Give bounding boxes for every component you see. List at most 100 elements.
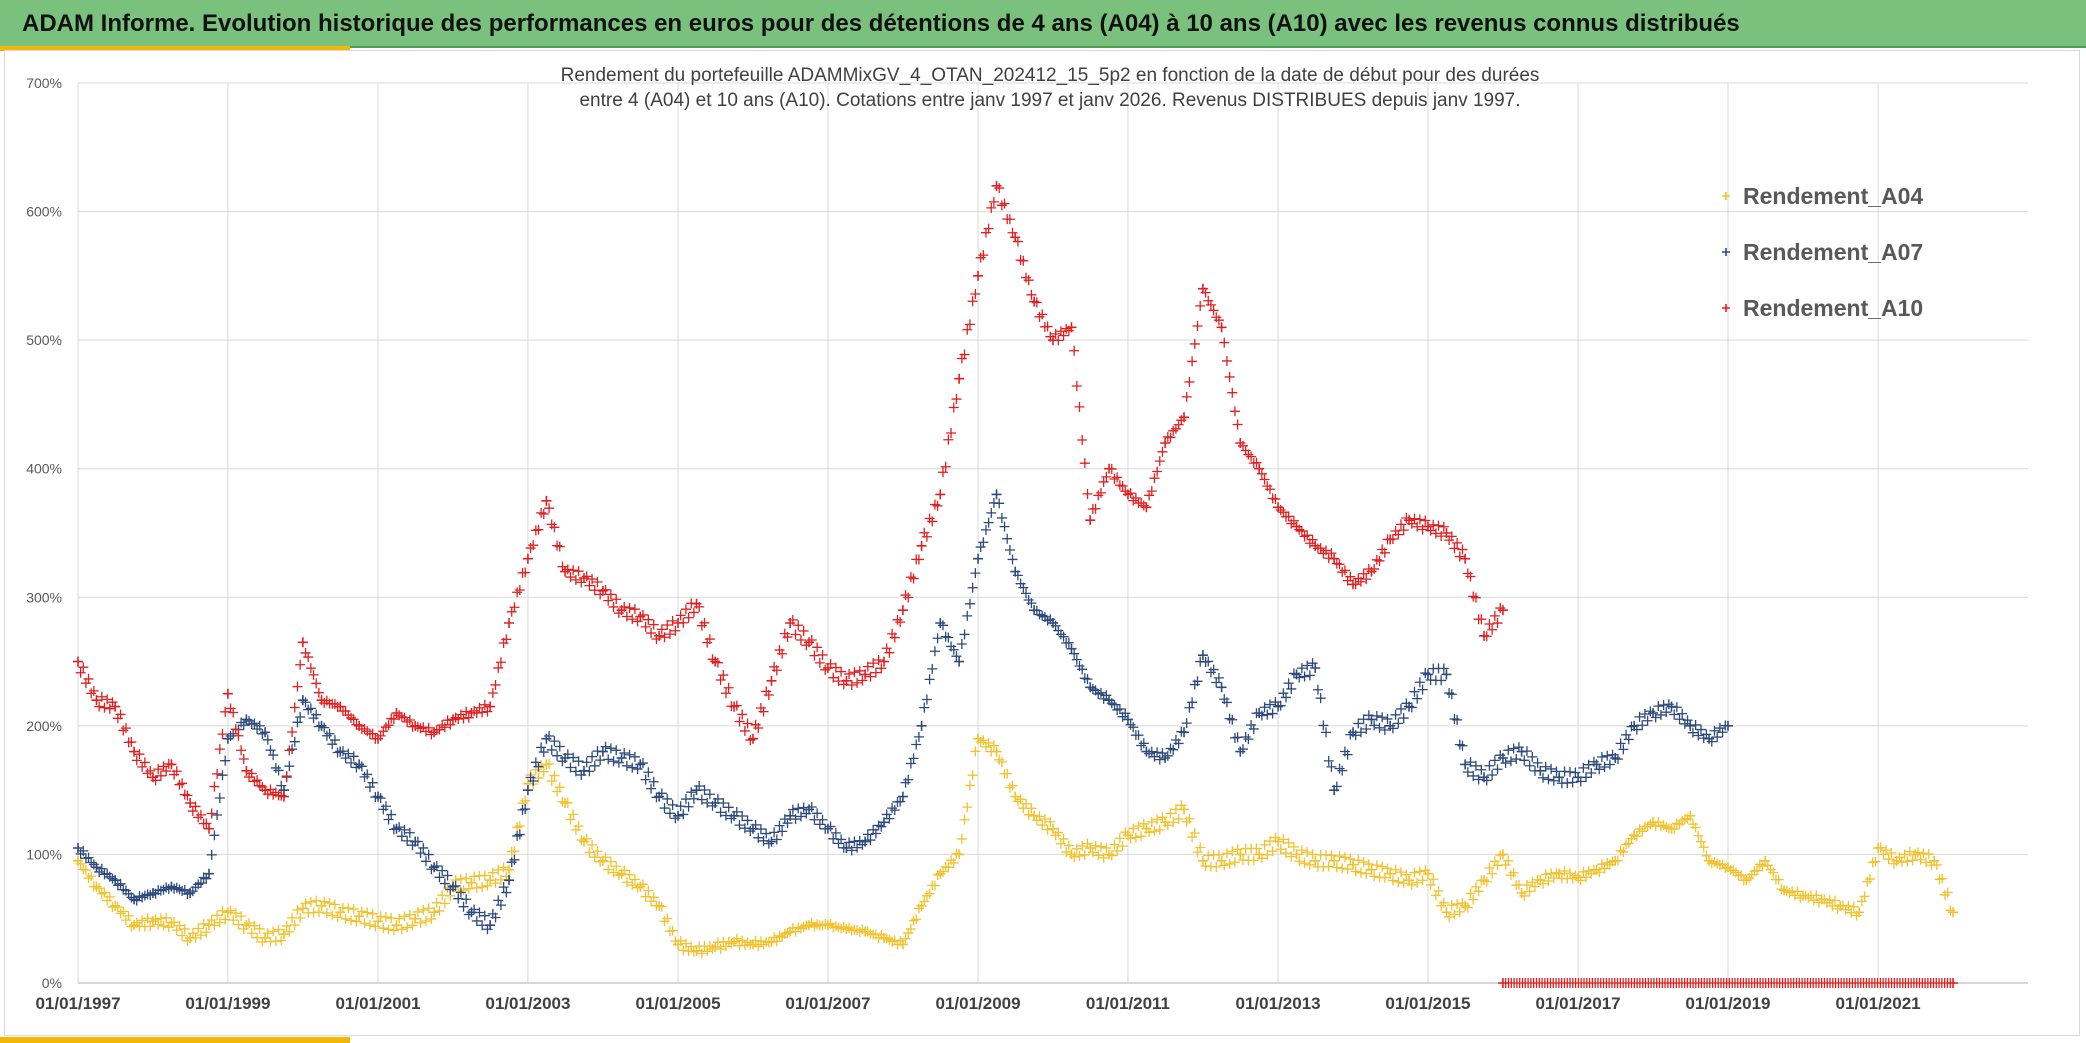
data-point (916, 540, 927, 551)
data-point (954, 373, 965, 384)
data-point (1010, 232, 1021, 243)
series-rendement-a04 (73, 733, 1959, 959)
data-point (541, 733, 552, 744)
data-point (185, 798, 196, 808)
data-point (222, 688, 233, 699)
data-point (616, 753, 627, 763)
data-point (410, 913, 421, 924)
x-tick-label: 01/01/2007 (785, 994, 870, 1013)
data-point (1329, 855, 1340, 866)
accent-bar-top (0, 46, 350, 51)
data-point (1441, 528, 1452, 538)
data-point (1310, 663, 1321, 673)
data-point (485, 701, 496, 712)
series-dense-points (75, 735, 1956, 959)
data-point (1235, 438, 1246, 448)
data-point (373, 916, 384, 927)
series-dense-points (75, 183, 1506, 829)
legend-label: Rendement_A10 (1743, 295, 1923, 321)
legend-entry: Rendement_A10 (1722, 295, 1923, 321)
data-point (1273, 502, 1284, 513)
data-point (916, 900, 927, 911)
data-point (1066, 643, 1077, 654)
data-point (785, 810, 796, 821)
x-tick-label: 01/01/2015 (1385, 994, 1470, 1013)
y-tick-label: 100% (26, 846, 62, 862)
data-point (1216, 855, 1227, 866)
chart-frame (4, 50, 2080, 1036)
data-point (1254, 463, 1265, 474)
data-point (129, 920, 140, 931)
series-dense-points (75, 497, 1731, 935)
data-point (1141, 502, 1152, 513)
x-tick-label: 01/01/2019 (1685, 994, 1770, 1013)
data-point (1085, 515, 1096, 526)
data-point (110, 900, 121, 911)
data-point (204, 868, 215, 879)
x-tick-label: 01/01/2005 (635, 994, 720, 1013)
data-point (91, 695, 102, 706)
data-point (673, 810, 684, 821)
data-point (278, 929, 289, 940)
data-point (297, 637, 308, 648)
data-point (1385, 868, 1396, 879)
x-tick-label: 01/01/1997 (35, 994, 120, 1013)
data-point (954, 849, 965, 860)
data-point (73, 656, 83, 667)
x-tick-label: 01/01/2021 (1836, 994, 1921, 1013)
data-point (860, 669, 871, 680)
data-point (897, 605, 908, 616)
data-point (1497, 849, 1508, 860)
data-point (747, 733, 758, 744)
series-rendement-a10 (73, 180, 1508, 834)
data-point (1366, 864, 1377, 875)
data-point (429, 907, 440, 918)
legend-label: Rendement_A07 (1743, 239, 1923, 265)
data-point (222, 733, 233, 744)
data-point (935, 489, 946, 500)
y-tick-label: 700% (26, 75, 62, 91)
data-point (1910, 849, 1921, 860)
data-point (1197, 855, 1208, 866)
data-point (710, 942, 721, 952)
data-point (1554, 772, 1565, 783)
data-point (466, 877, 477, 888)
data-point (204, 823, 215, 834)
x-tick-label: 01/01/1999 (185, 994, 270, 1013)
data-point (1722, 248, 1730, 256)
data-point (391, 920, 402, 931)
data-point (241, 714, 252, 725)
x-tick-label: 01/01/2011 (1086, 994, 1170, 1013)
data-point (1648, 708, 1659, 718)
y-tick-label: 0% (42, 975, 62, 991)
data-point (1366, 566, 1377, 577)
data-point (710, 656, 721, 667)
data-point (429, 727, 440, 738)
data-point (1235, 849, 1246, 860)
data-point (1273, 701, 1284, 712)
data-point (504, 864, 515, 875)
data-point (973, 270, 984, 281)
data-point (222, 907, 233, 918)
y-tick-label: 600% (26, 204, 62, 220)
data-point (973, 553, 984, 564)
data-point (1666, 701, 1677, 712)
x-tick-label: 01/01/2017 (1536, 994, 1621, 1013)
data-point (1122, 714, 1133, 725)
data-point (91, 862, 102, 873)
data-point (541, 495, 552, 506)
data-point (1722, 304, 1730, 312)
data-point (1085, 843, 1096, 853)
data-point (1310, 540, 1321, 551)
data-point (766, 675, 777, 686)
legend-entry: Rendement_A04 (1722, 183, 1923, 209)
data-point (897, 791, 908, 802)
data-point (147, 916, 158, 927)
data-point (391, 708, 402, 718)
data-point (504, 618, 515, 628)
data-point (522, 785, 533, 796)
axes: 0% 100% 200% 300% 400% 500% 600% 700% 01/01/1997… (26, 75, 2028, 1013)
data-point (129, 746, 140, 757)
data-point (1291, 849, 1302, 860)
chart-subtitle-line-2: entre 4 (A04) et 10 ans (A10). Cotations… (579, 90, 1520, 111)
